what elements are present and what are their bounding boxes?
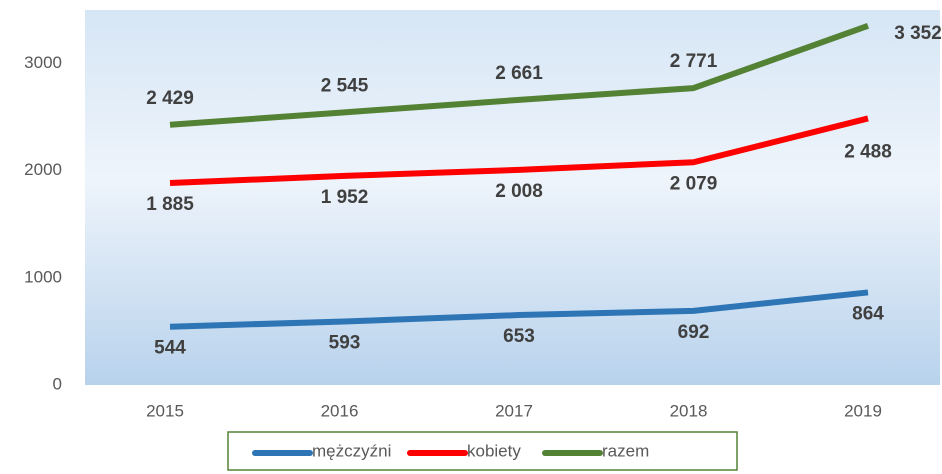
data-label: 2 079 (670, 173, 718, 194)
legend-label: mężczyźni (312, 441, 391, 460)
legend-label: kobiety (467, 441, 521, 460)
data-label: 3 352 (894, 23, 942, 44)
series-line (169, 289, 869, 330)
y-tick-label: 0 (53, 374, 62, 393)
data-label: 2 008 (495, 181, 543, 202)
y-tick-label: 1000 (24, 267, 62, 286)
data-label: 593 (329, 332, 361, 353)
data-label: 692 (678, 322, 710, 343)
data-label: 2 771 (670, 51, 718, 72)
x-tick-label: 2015 (146, 401, 184, 420)
data-label: 2 545 (321, 75, 369, 96)
y-tick-label: 3000 (24, 53, 62, 72)
data-label: 653 (503, 326, 535, 347)
y-tick-label: 2000 (24, 160, 62, 179)
data-label: 2 661 (495, 63, 543, 84)
x-tick-label: 2016 (321, 401, 359, 420)
x-tick-label: 2018 (670, 401, 708, 420)
x-tick-label: 2019 (844, 401, 882, 420)
series-line (169, 115, 869, 187)
series-line (169, 23, 870, 128)
data-label: 1 885 (146, 194, 194, 215)
data-label: 864 (852, 303, 884, 324)
data-label: 544 (154, 338, 186, 359)
data-label: 1 952 (321, 187, 369, 208)
legend-label: razem (602, 441, 649, 460)
data-label: 2 488 (844, 141, 892, 162)
x-tick-label: 2017 (495, 401, 533, 420)
data-label: 2 429 (146, 88, 194, 109)
legend (227, 431, 738, 471)
